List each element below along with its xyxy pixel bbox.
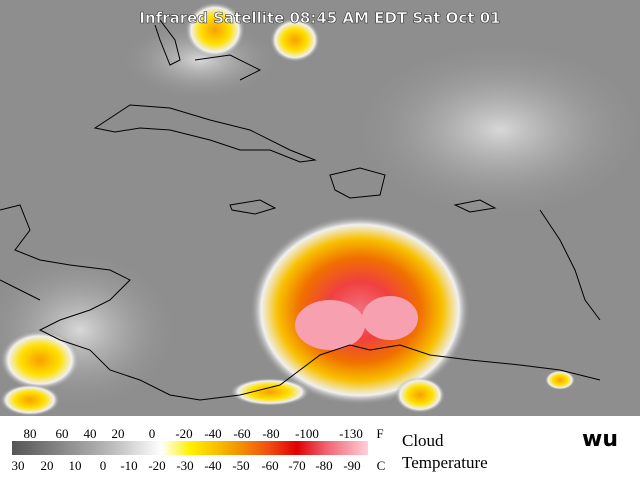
fahrenheit-label: 40 — [84, 426, 97, 441]
fahrenheit-label: -100 — [295, 426, 319, 441]
celsius-label: -50 — [232, 458, 249, 473]
celsius-label: -80 — [315, 458, 332, 473]
satellite-map — [0, 0, 640, 416]
fahrenheit-label: 20 — [112, 426, 125, 441]
celsius-label: 30 — [12, 458, 25, 473]
legend: Cloud Temperature wu — [0, 416, 640, 480]
fahrenheit-label: 0 — [149, 426, 156, 441]
celsius-label: -20 — [148, 458, 165, 473]
logo: wu — [582, 427, 618, 452]
fahrenheit-label: -60 — [233, 426, 250, 441]
color-bar — [12, 441, 368, 455]
map-title: Infrared Satellite 08:45 AM EDT Sat Oct … — [139, 9, 500, 27]
legend-caption: Temperature — [402, 453, 488, 472]
fahrenheit-label: -40 — [204, 426, 221, 441]
celsius-label: 10 — [69, 458, 82, 473]
celsius-label: -30 — [176, 458, 193, 473]
celsius-label: -90 — [343, 458, 360, 473]
fahrenheit-label: -80 — [262, 426, 279, 441]
celsius-label: -10 — [120, 458, 137, 473]
celsius-label: -60 — [261, 458, 278, 473]
fahrenheit-label: 60 — [56, 426, 69, 441]
celsius-unit: C — [377, 458, 386, 473]
celsius-label: -40 — [204, 458, 221, 473]
legend-caption: Cloud — [402, 431, 444, 450]
celsius-label: -70 — [288, 458, 305, 473]
celsius-label: 0 — [100, 458, 107, 473]
fahrenheit-label: -130 — [339, 426, 363, 441]
celsius-label: 20 — [41, 458, 54, 473]
fahrenheit-label: 80 — [24, 426, 37, 441]
fahrenheit-unit: F — [376, 426, 383, 441]
fahrenheit-label: -20 — [175, 426, 192, 441]
